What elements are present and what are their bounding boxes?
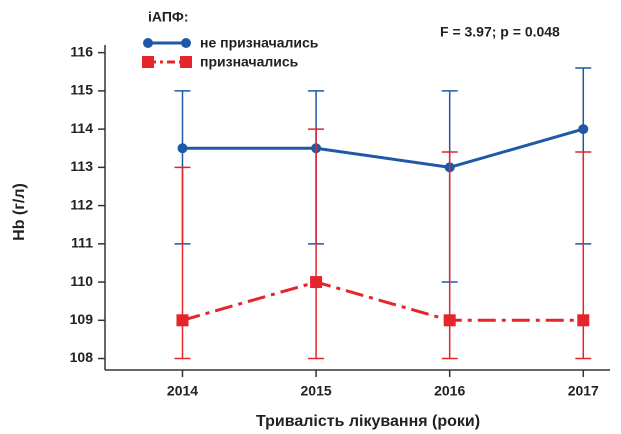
y-tick-label: 110 bbox=[70, 273, 93, 289]
point bbox=[177, 143, 188, 154]
annotation: F = 3.97; p = 0.048 bbox=[440, 24, 560, 40]
point bbox=[443, 314, 456, 327]
point bbox=[577, 314, 590, 327]
y-tick-label: 109 bbox=[70, 311, 94, 327]
point bbox=[176, 314, 189, 327]
legend-label: призначались bbox=[200, 54, 299, 70]
y-tick-label: 108 bbox=[70, 349, 94, 365]
x-tick-label: 2014 bbox=[167, 383, 198, 399]
series-line bbox=[182, 127, 584, 169]
legend-marker bbox=[181, 38, 191, 48]
point bbox=[578, 124, 589, 135]
legend-marker bbox=[180, 56, 192, 68]
y-tick-label: 114 bbox=[70, 120, 93, 136]
y-tick-label: 111 bbox=[71, 235, 93, 251]
y-tick-label: 116 bbox=[70, 43, 93, 59]
y-tick-label: 115 bbox=[70, 82, 93, 98]
legend-marker bbox=[143, 38, 153, 48]
x-tick-label: 2017 bbox=[568, 383, 599, 399]
legend-label: не призначались bbox=[200, 35, 319, 51]
legend-title: іАПФ: bbox=[148, 9, 189, 25]
y-tick-label: 113 bbox=[70, 158, 93, 174]
series-line bbox=[182, 280, 584, 322]
y-axis-label: Hb (г/л) bbox=[11, 183, 28, 241]
x-axis-label: Тривалість лікування (роки) bbox=[256, 413, 480, 430]
y-tick-label: 112 bbox=[70, 196, 93, 212]
point bbox=[310, 276, 323, 289]
x-tick-label: 2015 bbox=[301, 383, 332, 399]
legend-marker bbox=[142, 56, 154, 68]
x-tick-label: 2016 bbox=[434, 383, 465, 399]
